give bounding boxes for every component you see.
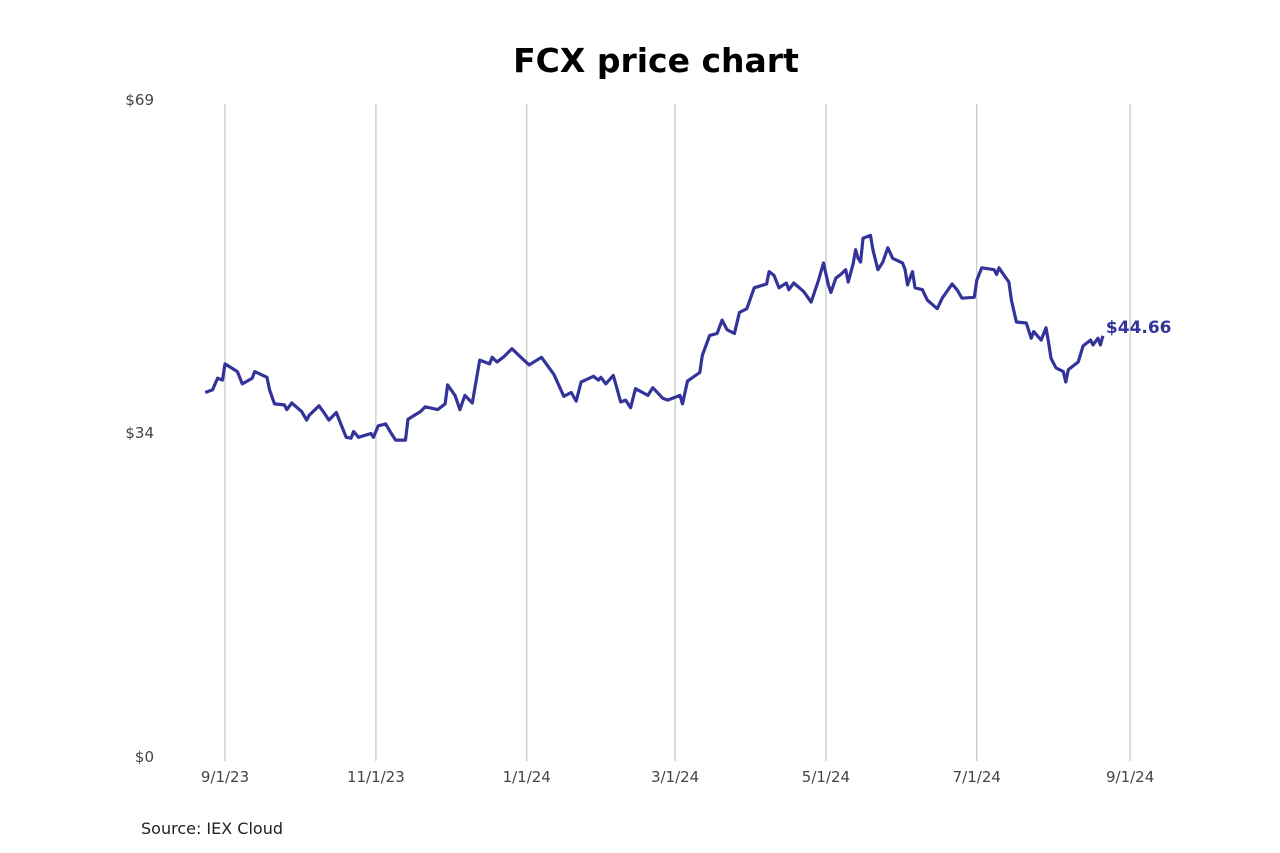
- y-tick-label: $69: [125, 91, 154, 109]
- x-tick-label: 7/1/24: [953, 768, 1001, 786]
- x-axis-ticks: 9/1/23 11/1/23 1/1/24 3/1/24 5/1/24 7/1/24 9/1…: [201, 768, 1154, 786]
- x-tick-label: 9/1/23: [201, 768, 249, 786]
- x-tick-label: 11/1/23: [347, 768, 405, 786]
- x-tick-label: 5/1/24: [802, 768, 850, 786]
- chart-title: FCX price chart: [513, 41, 799, 80]
- last-price-label: $44.66: [1106, 318, 1172, 338]
- series-line-fcx: [204, 233, 1105, 442]
- x-tick-label: 3/1/24: [651, 768, 699, 786]
- x-tick-label: 1/1/24: [503, 768, 551, 786]
- gridlines: [224, 104, 1131, 761]
- y-axis-ticks: $0 $34 $69: [125, 91, 154, 766]
- y-tick-label: $0: [135, 748, 154, 766]
- x-tick-label: 9/1/24: [1106, 768, 1154, 786]
- y-tick-label: $34: [125, 424, 154, 442]
- source-note: Source: IEX Cloud: [141, 819, 283, 838]
